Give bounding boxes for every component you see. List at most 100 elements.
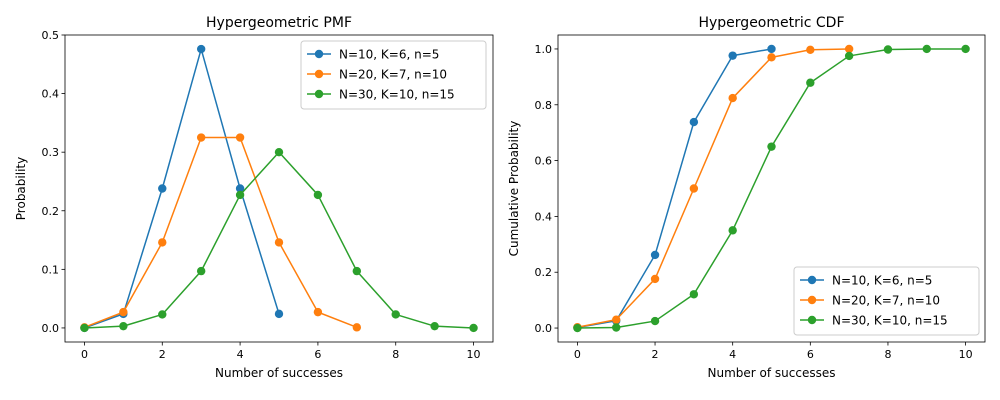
x-tick-label: 10 [467,348,481,361]
y-tick-label: 0.6 [535,155,553,168]
x-tick-label: 10 [959,348,973,361]
y-tick-label: 1.0 [535,43,553,56]
data-point [158,310,167,319]
x-tick-label: 4 [237,348,244,361]
data-point [922,44,931,54]
series-3 [80,147,478,333]
y-tick-label: 0.0 [535,322,553,335]
data-point [612,315,621,324]
series-line [577,48,772,329]
data-point [352,323,362,332]
y-axis-label: Cumulative Probability [507,121,521,257]
data-point [728,226,737,235]
legend-entry: N=10, K=6, n=5 [800,274,932,288]
data-point [235,184,245,193]
data-point [430,321,439,331]
data-point [235,133,245,142]
y-tick-label: 0.4 [535,210,553,223]
legend-label: N=30, K=10, n=15 [339,88,455,102]
legend-marker [314,89,324,99]
legend-entry: N=20, K=7, n=10 [800,294,940,308]
data-point [650,316,660,326]
legend-label: N=20, K=7, n=10 [832,294,940,308]
y-tick-label: 0.2 [535,266,553,279]
y-tick-label: 0.4 [42,88,60,101]
data-point [119,307,128,317]
y-tick-label: 0.1 [42,263,60,276]
data-point [728,51,737,60]
y-tick-label: 0.3 [42,146,60,159]
legend: N=10, K=6, n=5 N=20, K=7, n=10 N=30, K=10,… [793,266,980,336]
axes-frame [64,34,494,343]
data-point [689,290,699,299]
x-tick-label: 8 [884,348,891,361]
legend: N=10, K=6, n=5 N=20, K=7, n=10 N=30, K=10,… [300,40,487,110]
x-tick-label: 8 [392,348,399,361]
x-tick-label: 0 [81,348,88,361]
y-tick-label: 0.5 [42,29,60,42]
data-point [612,323,621,332]
axes-frame [557,34,986,343]
data-point [274,309,284,319]
legend-entry: N=30, K=10, n=15 [800,314,948,328]
data-point [806,45,815,54]
data-point [573,323,582,333]
x-tick-label: 2 [652,348,659,361]
data-point [274,238,284,247]
y-tick-label: 0.0 [42,322,60,335]
data-point [767,142,776,151]
chart-1: 0 2 4 6 8 10 0.0 0.1 0.2 0.3 0.4 0.5 Hypergeometric … [14,15,494,380]
data-point [313,190,323,200]
y-axis-label: Probability [14,157,28,220]
data-point [352,266,362,276]
data-point [274,147,284,157]
y-tick-label: 0.2 [42,205,60,218]
data-point [313,307,323,317]
data-point [844,51,854,61]
series-line [84,136,358,329]
data-point [650,250,660,260]
data-point [767,53,776,62]
data-point [767,44,776,54]
data-point [391,310,400,319]
x-axis-label: Number of successes [708,366,836,380]
data-point [689,184,699,193]
x-tick-label: 6 [314,348,321,361]
chart-title: Hypergeometric PMF [206,15,352,31]
series-line [577,48,850,328]
legend-marker [314,69,324,79]
data-point [158,238,167,247]
legend-marker [807,295,817,305]
data-point [844,44,854,54]
data-point [650,274,660,284]
legend-marker [807,275,817,285]
data-point [728,93,737,103]
legend-entry: N=20, K=7, n=10 [307,68,447,82]
data-point [806,78,815,87]
data-point [196,266,206,276]
legend-label: N=30, K=10, n=15 [832,314,948,328]
x-tick-label: 2 [159,348,166,361]
legend-marker [314,49,324,59]
x-axis-label: Number of successes [215,366,343,380]
legend-label: N=10, K=6, n=5 [832,274,932,288]
series-line [84,48,280,329]
data-point [196,44,206,54]
data-point [883,45,893,54]
data-point [469,323,478,333]
data-point [80,323,89,333]
legend-box [300,40,487,110]
y-tick-label: 0.8 [535,99,553,112]
data-point [119,321,128,331]
series-3 [573,44,970,333]
data-point [235,190,245,200]
x-tick-label: 6 [807,348,814,361]
legend-entry: N=30, K=10, n=15 [307,88,455,102]
chart-title: Hypergeometric CDF [698,15,844,31]
legend-label: N=10, K=6, n=5 [339,48,439,62]
x-tick-label: 4 [729,348,736,361]
legend-marker [807,315,817,325]
legend-entry: N=10, K=6, n=5 [307,48,439,62]
data-point [196,133,206,142]
